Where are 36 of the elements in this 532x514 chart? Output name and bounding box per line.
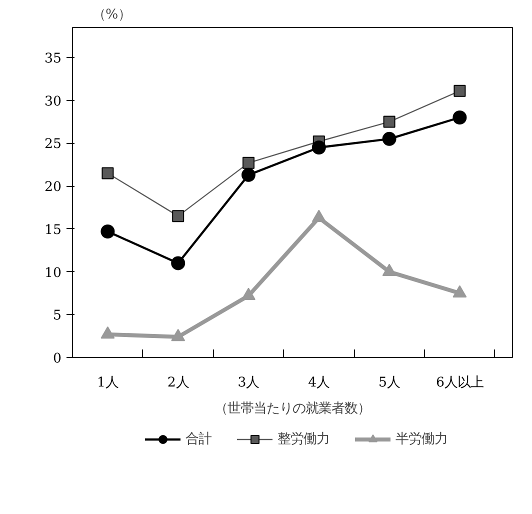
point	[382, 264, 396, 276]
y-tick-label: 30	[44, 94, 62, 110]
point	[382, 132, 396, 146]
x-tick-label: 5人	[378, 376, 400, 390]
point	[383, 116, 396, 128]
point	[312, 140, 326, 154]
point	[242, 288, 256, 300]
y-tick-label: 25	[44, 137, 62, 152]
point	[171, 328, 186, 342]
x-tick-label: 6人以上	[436, 376, 484, 390]
legend-label: 整労働力	[278, 430, 330, 448]
point	[100, 326, 115, 339]
point	[100, 224, 115, 238]
y-tick-label: 0	[53, 352, 62, 366]
y-tick-label: 35	[44, 52, 62, 66]
point	[312, 210, 326, 222]
point	[452, 110, 467, 124]
y-axis-title: （%）	[92, 8, 132, 22]
x-tick-label: 4人	[308, 376, 330, 390]
point	[452, 285, 467, 298]
x-axis-title: （世帯当たりの就業者数）	[214, 402, 370, 416]
point	[171, 256, 186, 270]
x-tick-label: 2人	[167, 376, 189, 390]
y-tick-label: 5	[53, 308, 62, 324]
y-tick-label: 15	[44, 222, 62, 238]
point	[454, 84, 466, 97]
point	[242, 156, 254, 169]
y-tick-label: 10	[44, 266, 62, 281]
point	[242, 168, 256, 182]
point	[172, 210, 184, 222]
legend-label: 合計	[186, 430, 212, 448]
x-tick-label: 3人	[238, 376, 260, 390]
legend-label: 半労働力	[396, 430, 448, 448]
point	[102, 167, 114, 180]
y-tick-label: 20	[44, 180, 62, 196]
x-tick-label: 1人	[96, 376, 118, 390]
